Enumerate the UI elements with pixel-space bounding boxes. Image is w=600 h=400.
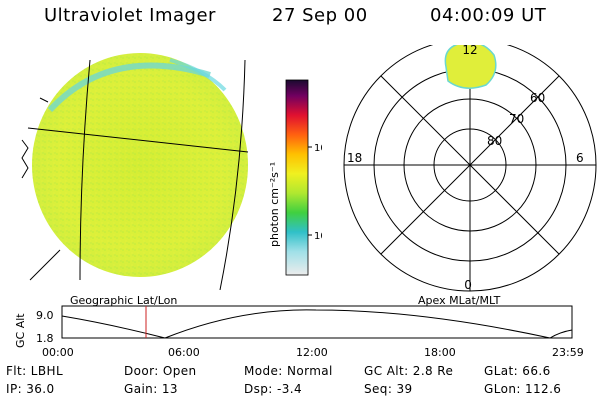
mlat-label-70: 70 xyxy=(509,112,524,126)
timeline-x-ticks: 00:00 06:00 12:00 18:00 23:59 xyxy=(42,346,584,359)
date-label: 27 Sep 00 xyxy=(272,5,368,26)
info-glat: GLat: 66.6 xyxy=(484,364,551,378)
info-glon: GLon: 112.6 xyxy=(484,382,562,396)
time-label: 04:00:09 UT xyxy=(430,5,547,26)
timeline-right-label: Apex MLat/MLT xyxy=(418,294,501,307)
x-tick-1800: 18:00 xyxy=(424,346,456,359)
mlt-label-18: 18 xyxy=(347,151,362,165)
latlon-grid-line xyxy=(219,59,246,291)
x-tick-1200: 12:00 xyxy=(296,346,328,359)
colorbar-unit-label: photon cm⁻²s⁻¹ xyxy=(268,162,281,247)
colorbar: 100 10 photon cm⁻²s⁻¹ xyxy=(262,75,333,295)
mlat-label-60: 60 xyxy=(530,91,545,105)
earth-image-panel xyxy=(20,50,260,291)
info-dsp: Dsp: -3.4 xyxy=(244,382,302,396)
mlt-label-12: 12 xyxy=(462,45,477,57)
x-tick-2359: 23:59 xyxy=(552,346,584,359)
mlt-label-0: 0 xyxy=(464,278,472,292)
info-mode: Mode: Normal xyxy=(244,364,333,378)
latlon-grid-line xyxy=(29,249,61,281)
header: Ultraviolet Imager 27 Sep 00 04:00:09 UT xyxy=(0,0,600,40)
colorbar-tick-100: 100 xyxy=(314,143,322,154)
mlat-label-80: 80 xyxy=(487,134,502,148)
info-gain: Gain: 13 xyxy=(124,382,178,396)
orbit-timeline: Geographic Lat/Lon Apex MLat/MLT GC Alt … xyxy=(0,292,600,362)
x-tick-0000: 00:00 xyxy=(42,346,74,359)
info-flt: Flt: LBHL xyxy=(6,364,64,378)
colorbar-gradient xyxy=(285,79,309,276)
polar-mlat-mlt-plot: 12 18 6 0 60 70 80 xyxy=(340,38,600,295)
timeline-y-tick-min: 1.8 xyxy=(36,332,54,345)
timeline-left-label: Geographic Lat/Lon xyxy=(70,294,177,307)
colorbar-tick-10: 10 xyxy=(314,231,322,242)
mlt-label-6: 6 xyxy=(576,151,584,165)
instrument-title: Ultraviolet Imager xyxy=(44,5,216,26)
info-gc-alt: GC Alt: 2.8 Re xyxy=(364,364,454,378)
x-tick-0600: 06:00 xyxy=(168,346,200,359)
earth-disk-image xyxy=(21,53,249,291)
auroral-oval-patch xyxy=(444,41,497,89)
info-seq: Seq: 39 xyxy=(364,382,413,396)
timeline-y-tick-max: 9.0 xyxy=(36,309,54,322)
timeline-axis-title: GC Alt xyxy=(14,313,27,348)
limb-glow xyxy=(47,62,211,113)
latlon-grid-line xyxy=(27,127,249,153)
info-ip: IP: 36.0 xyxy=(6,382,55,396)
altitude-curve xyxy=(61,309,573,339)
info-door: Door: Open xyxy=(124,364,197,378)
latlon-grid-line xyxy=(79,59,91,281)
timeline-frame xyxy=(61,305,573,339)
